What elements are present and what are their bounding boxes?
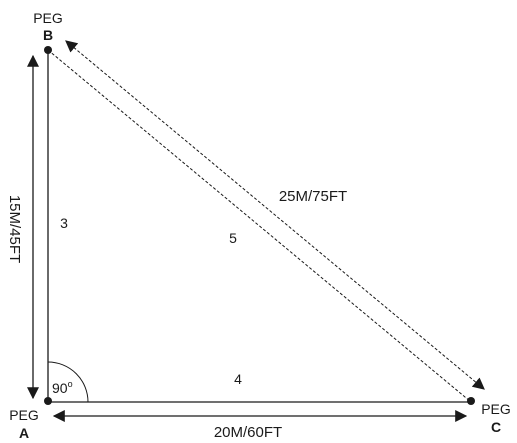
diagonal-dimension-arrow	[65, 40, 485, 390]
side-ac-ratio: 4	[234, 371, 242, 387]
peg-a-letter: A	[19, 425, 29, 441]
diagonal-measure-label: 25M/75FT	[279, 188, 347, 205]
vertical-measure-label: 15M/45FT	[6, 195, 23, 263]
peg-c-dot	[467, 397, 475, 405]
right-angle-arc	[47, 361, 89, 403]
peg-b-dot	[44, 46, 52, 54]
peg-a-dot	[44, 397, 52, 405]
horizontal-measure-label: 20M/60FT	[214, 424, 282, 441]
side-bc-dashed-line	[47, 49, 472, 403]
peg-b-caption: PEG	[33, 10, 63, 26]
side-bc-ratio: 5	[229, 230, 237, 246]
peg-c-letter: C	[491, 419, 501, 435]
peg-c-caption: PEG	[481, 401, 511, 417]
peg-b-letter: B	[43, 27, 53, 43]
side-ab-ratio: 3	[60, 215, 68, 231]
right-angle-label: 90o	[52, 379, 73, 396]
peg-a-caption: PEG	[9, 407, 39, 423]
right-angle-degrees: 90	[52, 380, 68, 396]
right-angle-degree-symbol: o	[68, 379, 73, 389]
